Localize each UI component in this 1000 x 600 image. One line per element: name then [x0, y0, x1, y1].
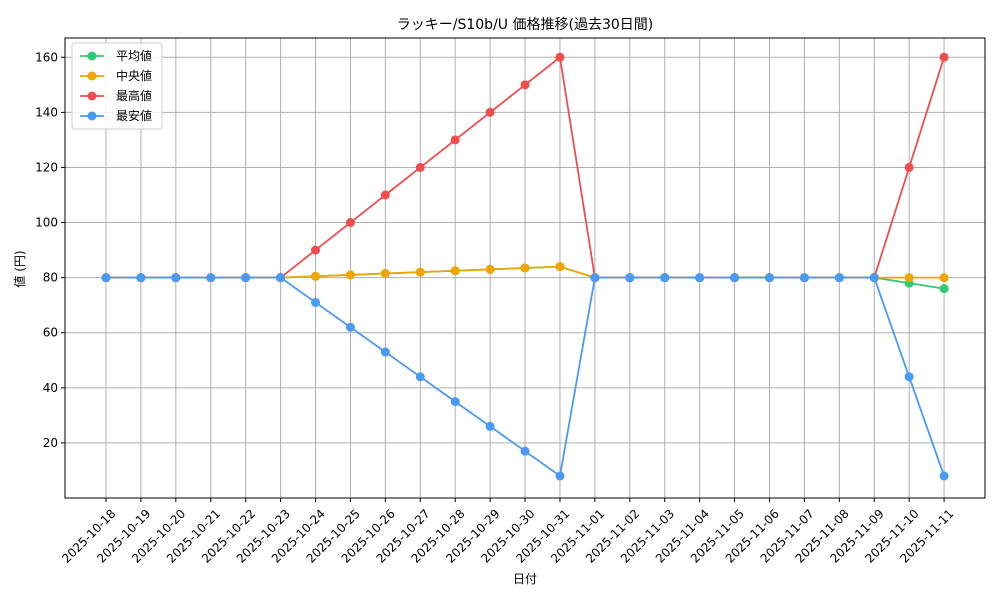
legend-marker: [87, 71, 97, 81]
data-point: [904, 273, 914, 283]
data-point: [450, 397, 460, 407]
data-point: [625, 273, 635, 283]
legend-marker: [87, 111, 97, 121]
data-point: [206, 273, 216, 283]
data-point: [520, 263, 530, 273]
legend-label: 平均値: [116, 48, 152, 63]
data-point: [380, 190, 390, 200]
series-group: [101, 52, 949, 481]
legend-marker: [87, 51, 97, 61]
data-point: [555, 471, 565, 481]
data-point: [415, 372, 425, 382]
data-point: [555, 262, 565, 272]
data-point: [660, 273, 670, 283]
data-point: [939, 273, 949, 283]
y-tick-label: 80: [43, 271, 58, 285]
chart-title: ラッキー/S10b/U 価格推移(過去30日間): [397, 17, 653, 33]
legend-label: 中央値: [116, 68, 152, 83]
legend-item: 最高値: [80, 88, 152, 103]
legend-item: 平均値: [80, 48, 152, 63]
data-point: [485, 107, 495, 117]
data-point: [834, 273, 844, 283]
x-axis-title: 日付: [513, 572, 537, 586]
legend-item: 中央値: [80, 68, 152, 83]
data-point: [939, 52, 949, 62]
data-point: [241, 273, 251, 283]
y-tick-label: 120: [35, 160, 58, 174]
y-tick-label: 140: [35, 105, 58, 119]
y-tick-label: 20: [43, 436, 58, 450]
data-point: [345, 322, 355, 332]
data-point: [380, 269, 390, 279]
data-point: [311, 271, 321, 281]
data-point: [311, 245, 321, 255]
legend-marker: [87, 91, 97, 101]
data-point: [869, 273, 879, 283]
data-point: [345, 270, 355, 280]
data-point: [311, 297, 321, 307]
data-point: [555, 52, 565, 62]
legend-label: 最安値: [116, 108, 152, 123]
data-point: [380, 347, 390, 357]
data-point: [276, 273, 286, 283]
data-point: [730, 273, 740, 283]
legend-box: [71, 42, 163, 130]
series-3: [101, 273, 949, 481]
y-tick-label: 100: [35, 216, 58, 230]
data-point: [415, 162, 425, 172]
data-point: [520, 80, 530, 90]
data-point: [520, 446, 530, 456]
y-tick-label: 160: [35, 50, 58, 64]
data-point: [695, 273, 705, 283]
data-point: [450, 135, 460, 145]
data-point: [799, 273, 809, 283]
y-tick-label: 60: [43, 326, 58, 340]
data-point: [764, 273, 774, 283]
data-point: [590, 273, 600, 283]
legend-item: 最安値: [80, 108, 152, 123]
data-point: [101, 273, 111, 283]
data-point: [939, 471, 949, 481]
y-axis-title: 値 (円): [12, 250, 27, 287]
data-point: [136, 273, 146, 283]
y-tick-label: 40: [43, 381, 58, 395]
data-point: [904, 162, 914, 172]
data-point: [939, 284, 949, 294]
data-point: [415, 267, 425, 277]
legend-label: 最高値: [116, 88, 152, 103]
data-point: [171, 273, 181, 283]
data-point: [485, 264, 495, 274]
data-point: [345, 218, 355, 228]
data-point: [904, 372, 914, 382]
data-point: [485, 421, 495, 431]
data-point: [450, 266, 460, 276]
axis-ticks: 2025-10-182025-10-192025-10-202025-10-21…: [35, 50, 956, 566]
